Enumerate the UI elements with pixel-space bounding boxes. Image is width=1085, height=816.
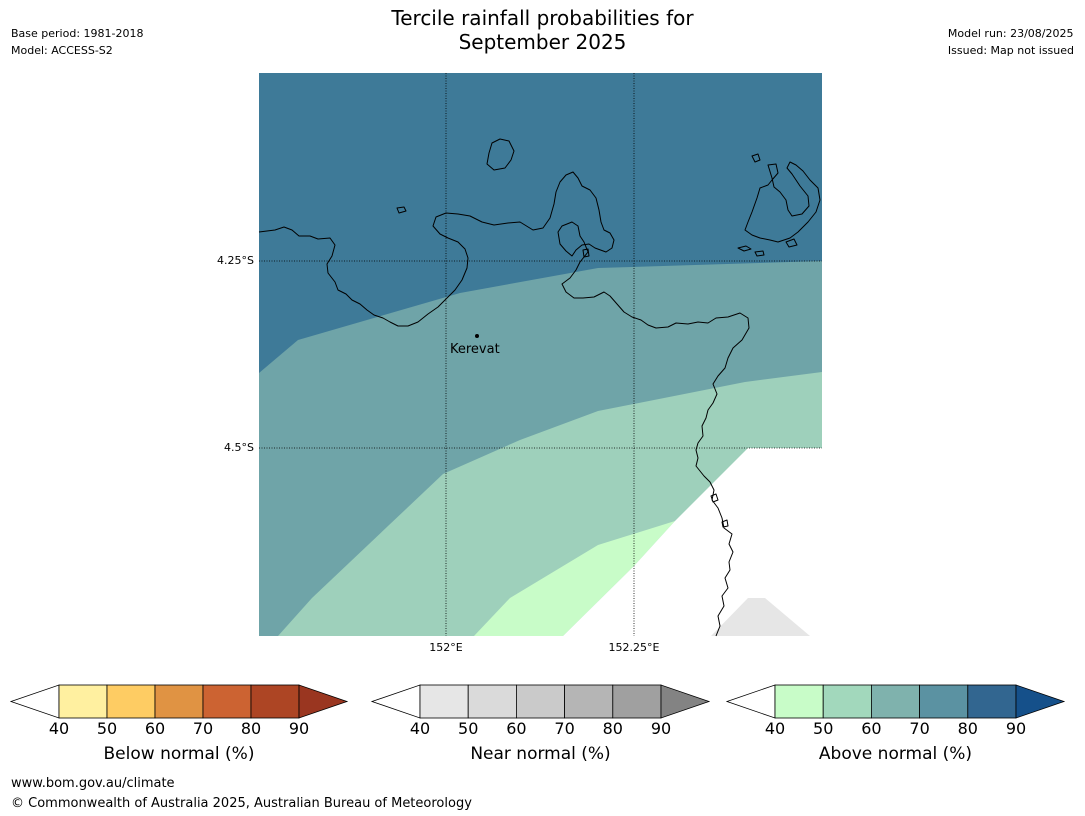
colorbar-near-normal-ticks: 40 50 60 70 80 90 (0, 719, 1085, 739)
colorbar-swatch (516, 684, 566, 719)
colorbar-swatch (612, 684, 662, 719)
coastlines (258, 138, 821, 637)
map-title: Tercile rainfall probabilities for Septe… (0, 6, 1085, 54)
colorbar-tick-label: 50 (813, 719, 834, 738)
colorbar-tick-label: 80 (602, 719, 623, 738)
map-title-line-1: Tercile rainfall probabilities for (391, 6, 694, 30)
legend-title-below-normal: Below normal (%) (103, 744, 255, 764)
islet-east-4 (751, 153, 761, 163)
islet-channel (582, 248, 590, 258)
lon-label-152-25e: 152.25°E (608, 641, 660, 654)
kerevat-marker (475, 334, 479, 338)
colorbar-tick-label: 60 (506, 719, 527, 738)
colorbar-tick-label: 40 (764, 719, 786, 738)
colorbar-low-extension (370, 684, 421, 719)
colorbar-high-extension (660, 684, 711, 719)
islet-coast-2 (721, 519, 729, 528)
model-info: Base period: 1981-2018 Model: ACCESS-S2 (11, 25, 143, 59)
colorbar-high-extension (1015, 684, 1066, 719)
colorbar-tick-label: 50 (458, 719, 479, 738)
legend-title-above-normal: Above normal (%) (818, 744, 973, 764)
colorbar-swatch (774, 684, 824, 719)
colorbar-swatch (419, 684, 469, 719)
colorbar-swatch (564, 684, 614, 719)
colorbar-swatch (871, 684, 921, 719)
colorbar-below-normal (9, 684, 349, 719)
colorbar-tick-label: 40 (48, 719, 70, 738)
footer-website: www.bom.gov.au/climate (11, 776, 175, 791)
probability-fill-layer (259, 73, 822, 636)
colorbar-swatch (154, 684, 204, 719)
colorbar-below-normal-ticks: 40 50 60 70 80 90 (0, 719, 1085, 739)
model-name-text: Model: ACCESS-S2 (11, 44, 113, 57)
colorbar-swatch (467, 684, 517, 719)
colorbar-near-normal (370, 684, 711, 719)
footer: www.bom.gov.au/climate © Commonwealth of… (11, 774, 472, 814)
colorbar-tick-label: 80 (240, 719, 262, 738)
colorbar-low-extension (725, 684, 776, 719)
colorbar-above-normal-ticks: 40 50 60 70 80 90 (0, 719, 1085, 739)
colorbar-tick-label: 90 (1005, 719, 1027, 738)
colorbar-above-normal (725, 684, 1066, 719)
coastline-main (258, 171, 750, 637)
region-near-50-60 (711, 598, 810, 636)
lat-label-4-25s: 4.25°S (217, 254, 254, 267)
island-east-cluster (744, 161, 821, 243)
colorbar-tick-label: 40 (409, 719, 431, 738)
colorbar-tick-label: 50 (96, 719, 118, 738)
colorbar-high-extension (298, 684, 349, 719)
colorbar-tick-label: 90 (650, 719, 672, 738)
legend-title-near-normal: Near normal (%) (470, 744, 611, 764)
colorbar-swatch (919, 684, 969, 719)
colorbar-swatch (822, 684, 872, 719)
island-north (486, 138, 515, 171)
colorbar-tick-label: 60 (144, 719, 166, 738)
map-title-line-2: September 2025 (458, 30, 627, 54)
place-label-kerevat: Kerevat (450, 342, 500, 357)
model-run-text: Model run: 23/08/2025 (947, 27, 1074, 40)
lon-label-152e: 152°E (429, 641, 463, 654)
colorbar-tick-label: 70 (192, 719, 214, 738)
colorbar-tick-label: 60 (861, 719, 882, 738)
islet-small (396, 206, 407, 214)
colorbar-swatch (106, 684, 156, 719)
region-above-50-60 (474, 521, 675, 636)
colorbar-tick-label: 80 (957, 719, 978, 738)
colorbar-swatch (967, 684, 1017, 719)
run-info: Model run: 23/08/2025 Issued: Map not is… (948, 25, 1074, 59)
colorbar-swatch (58, 684, 108, 719)
colorbar-low-extension (9, 684, 60, 719)
colorbar-swatch (202, 684, 252, 719)
lat-label-4-5s: 4.5°S (224, 441, 254, 454)
colorbar-swatch (250, 684, 300, 719)
islet-east-1 (737, 245, 752, 252)
colorbar-tick-label: 70 (554, 719, 575, 738)
islet-east-2 (754, 250, 765, 257)
region-no-data (563, 448, 822, 636)
base-period-text: Base period: 1981-2018 (11, 27, 144, 40)
islet-coast-1 (710, 493, 719, 503)
colorbar-tick-label: 90 (288, 719, 310, 738)
colorbar-tick-label: 70 (909, 719, 930, 738)
islet-east-3 (785, 238, 798, 248)
issued-text: Issued: Map not issued (947, 44, 1074, 57)
footer-copyright: © Commonwealth of Australia 2025, Austra… (11, 796, 472, 811)
